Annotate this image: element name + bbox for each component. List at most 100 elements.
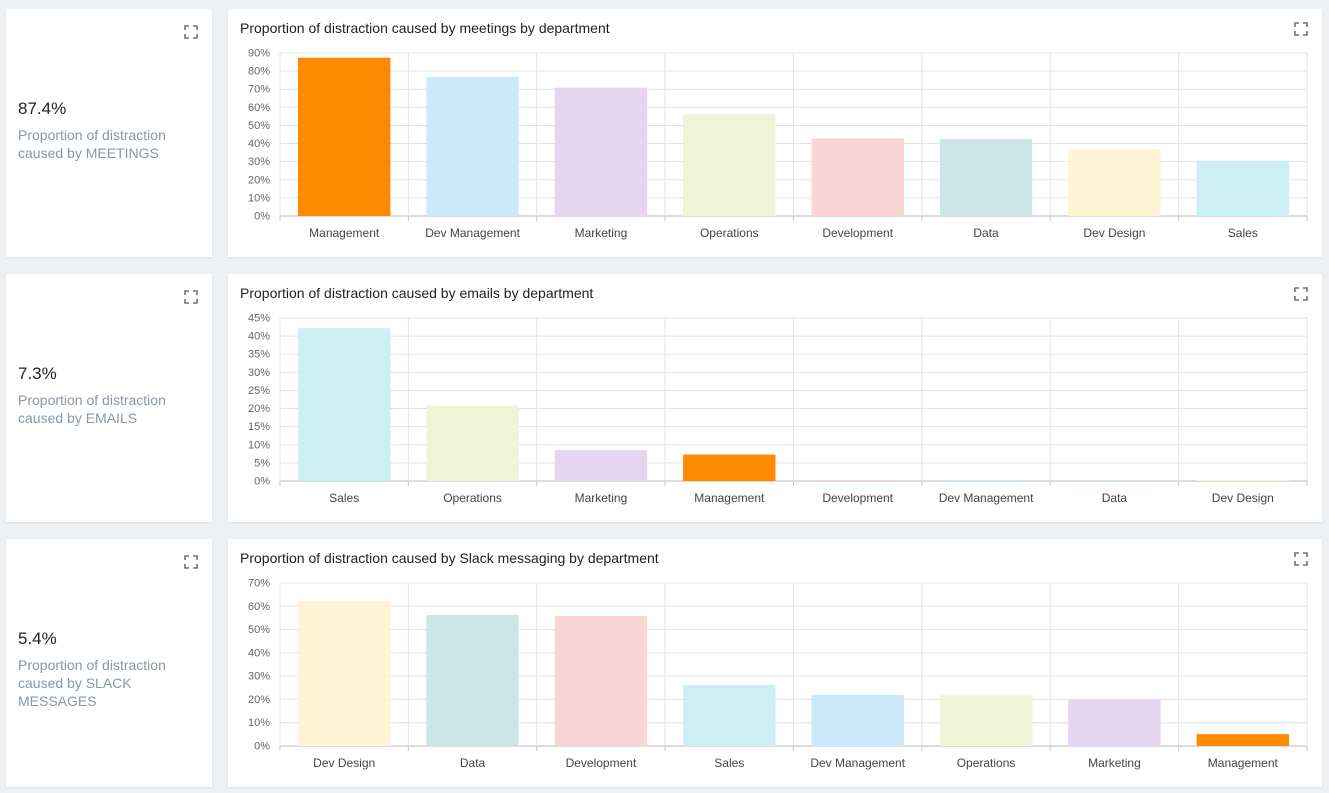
y-tick-label: 35% <box>248 349 270 361</box>
y-tick-label: 5% <box>254 457 270 469</box>
bar[interactable] <box>683 114 776 216</box>
kpi-card-meetings: 87.4% Proportion of distraction caused b… <box>6 9 212 257</box>
x-tick-label: Development <box>822 226 893 240</box>
y-tick-label: 30% <box>248 367 270 379</box>
y-tick-label: 45% <box>248 313 270 325</box>
bar[interactable] <box>811 479 904 481</box>
y-tick-label: 30% <box>248 671 270 683</box>
bar[interactable] <box>683 454 776 481</box>
y-tick-label: 40% <box>248 647 270 659</box>
y-tick-label: 50% <box>248 624 270 636</box>
x-tick-label: Marketing <box>575 226 628 240</box>
y-tick-label: 20% <box>248 694 270 706</box>
bar[interactable] <box>426 614 519 746</box>
bar[interactable] <box>939 139 1033 216</box>
y-tick-label: 80% <box>248 66 270 78</box>
y-tick-label: 40% <box>248 138 270 150</box>
bar[interactable] <box>1196 480 1290 481</box>
expand-icon[interactable] <box>184 290 198 304</box>
expand-icon[interactable] <box>1294 22 1308 36</box>
y-tick-label: 10% <box>248 439 270 451</box>
x-tick-label: Dev Management <box>810 756 905 770</box>
y-tick-label: 0% <box>254 476 270 488</box>
bar[interactable] <box>939 695 1033 746</box>
kpi-value: 7.3% <box>18 364 57 383</box>
y-tick-label: 10% <box>248 192 270 204</box>
x-tick-label: Sales <box>1228 226 1258 240</box>
expand-icon[interactable] <box>1294 287 1308 301</box>
x-tick-label: Development <box>566 756 637 770</box>
kpi-value: 5.4% <box>18 629 57 648</box>
x-tick-label: Marketing <box>575 491 628 505</box>
bar[interactable] <box>1068 149 1161 216</box>
y-tick-label: 0% <box>254 211 270 223</box>
y-tick-label: 25% <box>248 385 270 397</box>
x-tick-label: Data <box>460 756 486 770</box>
kpi-value: 87.4% <box>18 99 67 118</box>
bar[interactable] <box>426 76 519 216</box>
kpi-label: Proportion of distraction caused by EMAI… <box>18 392 166 426</box>
bar[interactable] <box>811 138 904 216</box>
chart-title: Proportion of distraction caused by Slac… <box>240 550 659 566</box>
bar[interactable] <box>554 450 648 481</box>
bar[interactable] <box>1068 480 1161 481</box>
x-tick-label: Dev Design <box>1212 491 1274 505</box>
x-tick-label: Data <box>1102 491 1128 505</box>
y-tick-label: 30% <box>248 156 270 168</box>
y-tick-label: 90% <box>248 48 270 60</box>
bar[interactable] <box>426 405 519 481</box>
chart-card-meetings: Proportion of distraction caused by meet… <box>228 9 1322 257</box>
bar-chart: 0% 10% 20% 30% 40% 50% 60% 70% 80% 90% Management D… <box>248 48 1308 240</box>
x-tick-label: Sales <box>329 491 359 505</box>
x-tick-label: Data <box>973 226 999 240</box>
x-tick-label: Management <box>694 491 765 505</box>
kpi-card-slack: 5.4% Proportion of distraction caused by… <box>6 539 212 787</box>
x-tick-label: Dev Management <box>939 491 1034 505</box>
bar[interactable] <box>297 600 391 746</box>
y-tick-label: 15% <box>248 421 270 433</box>
y-tick-label: 10% <box>248 717 270 729</box>
bar[interactable] <box>811 694 904 746</box>
chart-card-slack: Proportion of distraction caused by Slac… <box>228 539 1322 787</box>
x-tick-label: Operations <box>957 756 1016 770</box>
x-tick-label: Management <box>1208 756 1279 770</box>
bar[interactable] <box>1068 699 1161 746</box>
bar[interactable] <box>554 87 648 216</box>
y-tick-label: 70% <box>248 84 270 96</box>
chart-card-emails: Proportion of distraction caused by emai… <box>228 274 1322 522</box>
x-tick-label: Operations <box>700 226 759 240</box>
bar[interactable] <box>554 616 648 746</box>
expand-icon[interactable] <box>184 25 198 39</box>
kpi-label: Proportion of distraction caused by MEET… <box>18 127 166 161</box>
chart-title: Proportion of distraction caused by meet… <box>240 20 610 36</box>
bar[interactable] <box>297 328 391 481</box>
x-tick-label: Sales <box>714 756 744 770</box>
x-tick-label: Management <box>309 226 380 240</box>
bar[interactable] <box>683 684 776 746</box>
bar[interactable] <box>1196 160 1290 216</box>
y-tick-label: 60% <box>248 102 270 114</box>
y-tick-label: 20% <box>248 403 270 415</box>
bar[interactable] <box>297 57 391 216</box>
chart-title: Proportion of distraction caused by emai… <box>240 285 594 301</box>
y-tick-label: 20% <box>248 174 270 186</box>
x-tick-label: Operations <box>443 491 502 505</box>
expand-icon[interactable] <box>184 555 198 569</box>
x-tick-label: Dev Management <box>425 226 520 240</box>
x-tick-label: Marketing <box>1088 756 1141 770</box>
x-tick-label: Dev Design <box>1083 226 1145 240</box>
expand-icon[interactable] <box>1294 552 1308 566</box>
y-tick-label: 40% <box>248 331 270 343</box>
bar[interactable] <box>1196 734 1290 746</box>
bar-chart: 0% 5% 10% 15% 20% 25% 30% 35% 40% 45% Sales Operati… <box>248 313 1308 505</box>
kpi-card-emails: 7.3% Proportion of distraction caused by… <box>6 274 212 522</box>
y-tick-label: 0% <box>254 741 270 753</box>
bar-chart: 0% 10% 20% 30% 40% 50% 60% 70% Dev Design Data Dev… <box>248 578 1308 770</box>
kpi-label: Proportion of distraction caused by SLAC… <box>18 657 166 709</box>
bar[interactable] <box>939 480 1033 481</box>
y-tick-label: 70% <box>248 578 270 590</box>
x-tick-label: Dev Design <box>313 756 375 770</box>
y-tick-label: 60% <box>248 601 270 613</box>
y-tick-label: 50% <box>248 120 270 132</box>
x-tick-label: Development <box>822 491 893 505</box>
